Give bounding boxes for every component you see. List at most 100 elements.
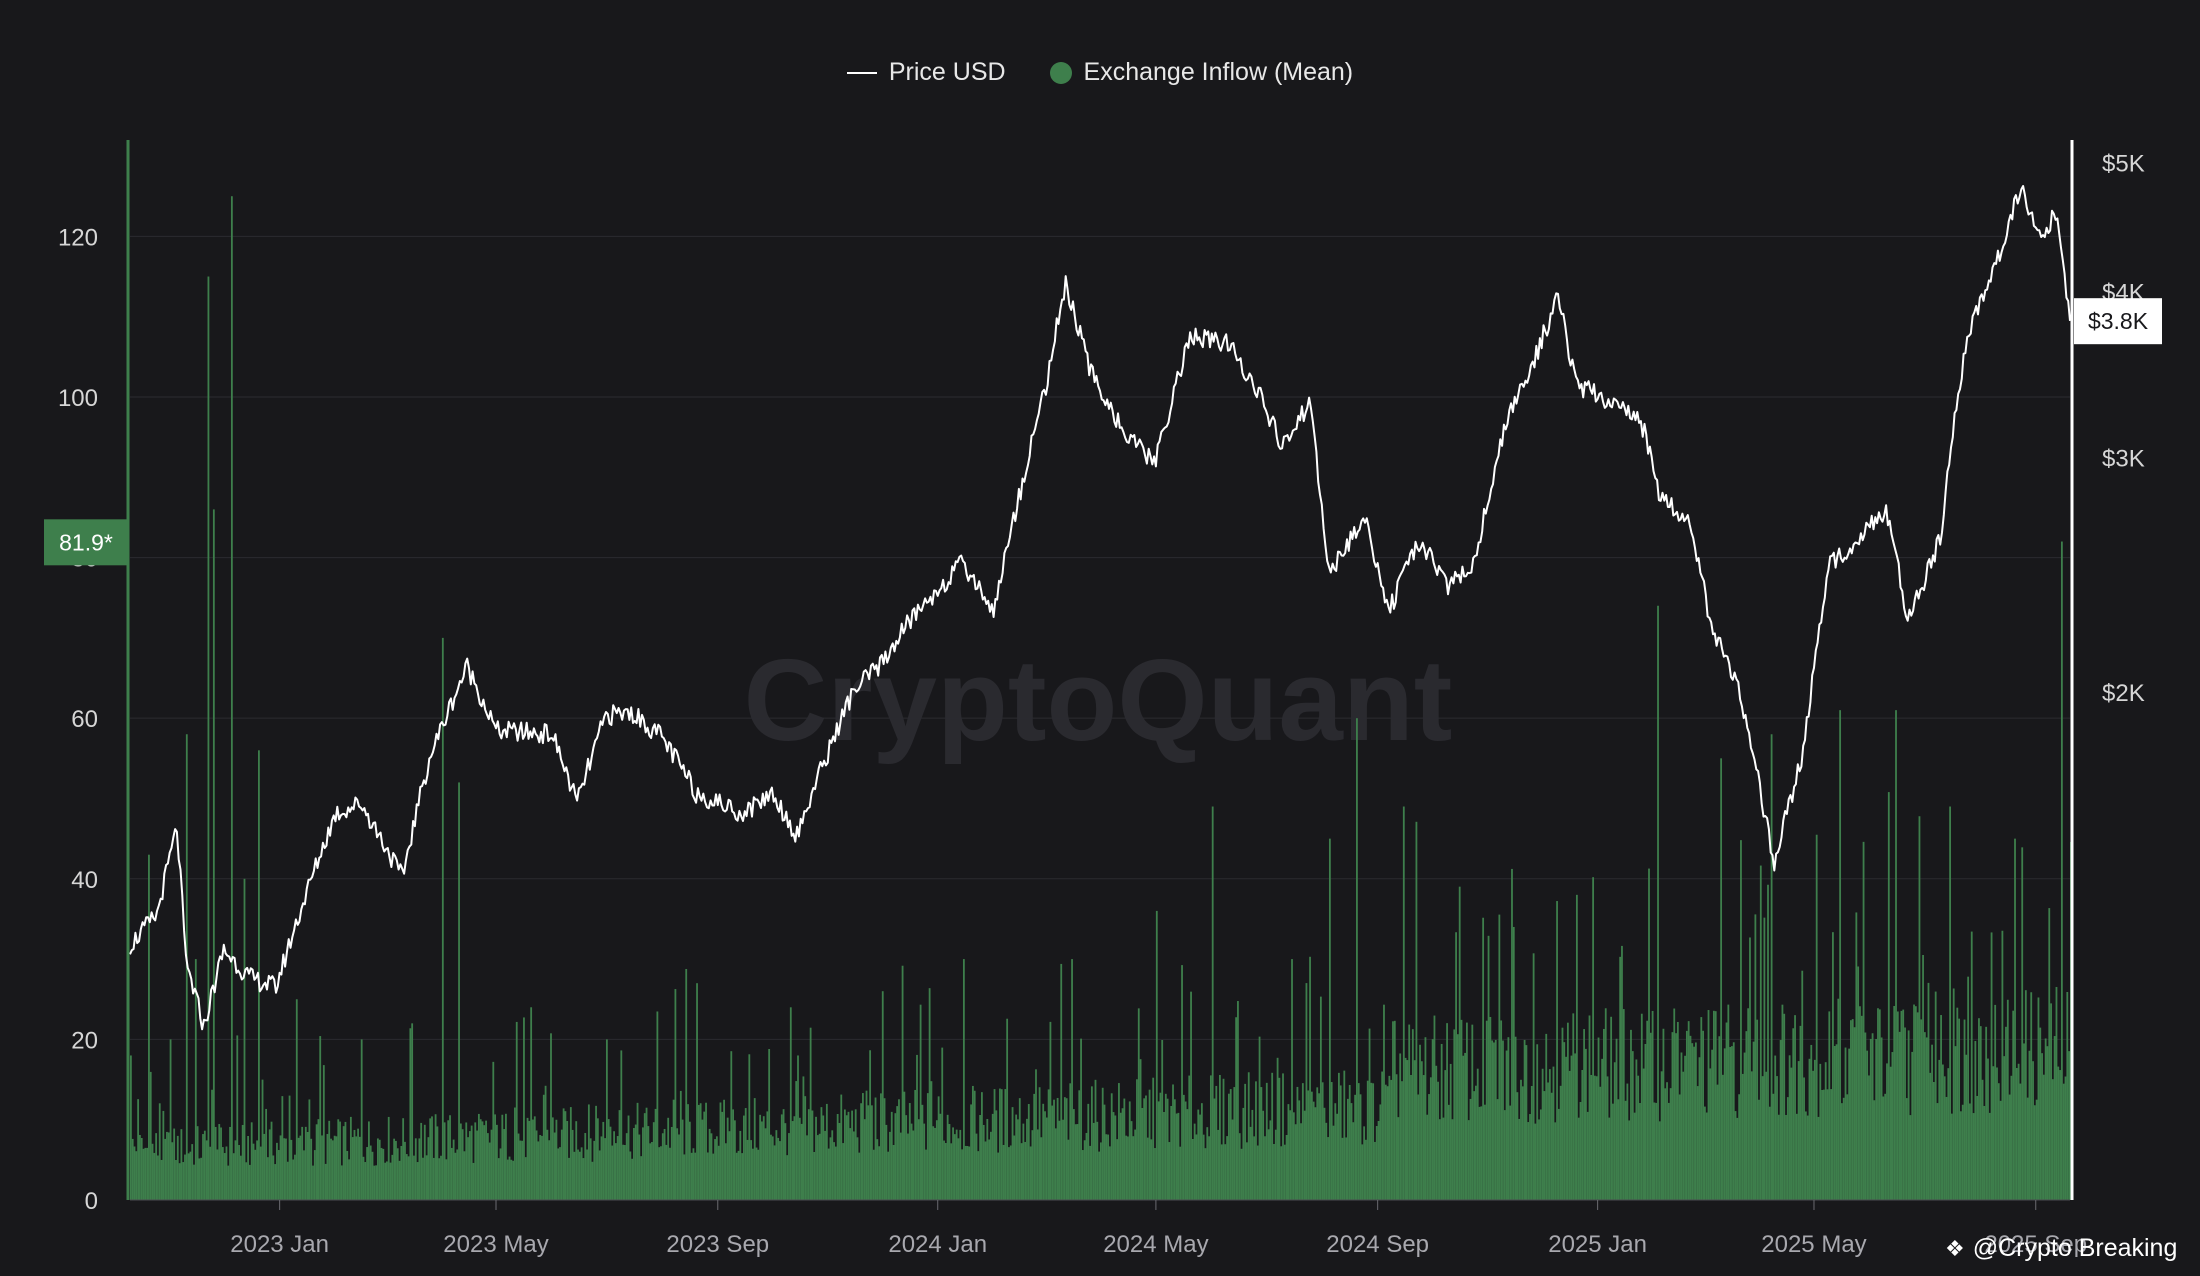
- inflow-bar: [1118, 1083, 1120, 1200]
- inflow-bar: [2050, 1003, 2052, 1200]
- legend-item-price[interactable]: Price USD: [846, 58, 1006, 87]
- inflow-bar: [1873, 1100, 1876, 1200]
- inflow-bar: [1094, 1079, 1097, 1200]
- inflow-bar: [1565, 1056, 1567, 1200]
- inflow-bar: [331, 1140, 334, 1200]
- inflow-bar: [1810, 1044, 1813, 1200]
- legend-item-inflow[interactable]: Exchange Inflow (Mean): [1049, 58, 1354, 87]
- inflow-bar: [1300, 1123, 1302, 1200]
- inflow-bar: [1832, 932, 1834, 1200]
- inflow-bar: [1392, 1021, 1394, 1200]
- inflow-bar: [869, 1050, 872, 1200]
- inflow-bar: [2005, 1026, 2007, 1200]
- inflow-bar: [1842, 1097, 1845, 1200]
- inflow-bar: [1383, 1004, 1385, 1200]
- inflow-bar: [935, 1120, 938, 1200]
- inflow-bar: [887, 1151, 890, 1200]
- inflow-bar: [333, 1135, 336, 1200]
- inflow-bar: [602, 1121, 605, 1200]
- inflow-bar: [515, 1021, 518, 1200]
- inflow-bar: [148, 854, 150, 1200]
- inflow-bar: [303, 1150, 305, 1200]
- inflow-bar: [589, 1138, 592, 1200]
- inflow-bar: [497, 1158, 500, 1200]
- inflow-bar: [1505, 1050, 1508, 1200]
- inflow-bar: [1063, 1097, 1066, 1200]
- inflow-bar: [1343, 1070, 1346, 1200]
- inflow-bar: [1875, 1038, 1878, 1200]
- legend-inflow-label: Exchange Inflow (Mean): [1083, 58, 1354, 86]
- inflow-bar: [1868, 1075, 1870, 1200]
- inflow-bar: [1781, 1004, 1784, 1200]
- inflow-bar: [622, 1144, 625, 1200]
- inflow-bar: [276, 1142, 278, 1200]
- inflow-bar: [1228, 1093, 1230, 1200]
- inflow-bar: [1112, 1112, 1115, 1200]
- inflow-bar: [710, 1133, 713, 1200]
- inflow-bar: [400, 1145, 403, 1200]
- inflow-bar: [1972, 1113, 1975, 1200]
- inflow-bar: [1132, 1136, 1135, 1200]
- inflow-bar: [1081, 1150, 1084, 1200]
- inflow-bar: [301, 1126, 304, 1200]
- inflow-bar: [802, 1076, 805, 1200]
- inflow-bar: [1456, 1034, 1459, 1200]
- inflow-bar: [1274, 1129, 1277, 1200]
- inflow-bar: [699, 1103, 702, 1200]
- inflow-bar: [1244, 1083, 1247, 1200]
- inflow-bar: [268, 1129, 271, 1200]
- inflow-bar: [660, 1146, 662, 1200]
- inflow-bar: [923, 1123, 926, 1200]
- inflow-bar: [328, 1120, 331, 1200]
- inflow-bar: [166, 1131, 168, 1200]
- inflow-bar: [263, 1133, 266, 1200]
- inflow-bar: [1965, 1054, 1968, 1200]
- inflow-bar: [1092, 1122, 1095, 1200]
- inflow-bar: [1534, 1123, 1537, 1200]
- inflow-bar: [449, 1115, 451, 1200]
- inflow-bar: [1767, 884, 1769, 1200]
- x-tick-label: 2023 Jan: [230, 1231, 329, 1258]
- inflow-bar: [404, 1141, 406, 1200]
- inflow-bar: [1264, 1136, 1266, 1200]
- inflow-bar: [1714, 1011, 1717, 1200]
- inflow-bar: [2014, 838, 2016, 1200]
- inflow-bar: [1199, 1114, 1201, 1200]
- inflow-bar: [321, 1135, 323, 1200]
- inflow-bar: [1850, 1020, 1852, 1200]
- inflow-bar: [357, 1128, 359, 1200]
- inflow-bar: [910, 1123, 913, 1200]
- inflow-bar: [488, 1142, 491, 1200]
- inflow-bar: [499, 1148, 502, 1200]
- inflow-bar: [1904, 1027, 1906, 1200]
- inflow-bar: [1635, 1059, 1638, 1200]
- inflow-bar: [717, 1145, 720, 1200]
- inflow-bar: [1150, 1139, 1153, 1200]
- inflow-bar: [512, 1160, 515, 1200]
- inflow-bar: [815, 1116, 817, 1200]
- inflow-bar: [559, 1147, 561, 1200]
- inflow-bar: [364, 1162, 367, 1200]
- inflow-bar: [959, 1129, 962, 1200]
- inflow-bar: [1797, 1061, 1800, 1200]
- inflow-bar: [1381, 1071, 1384, 1200]
- inflow-bar: [479, 1119, 482, 1200]
- inflow-bar: [155, 1133, 158, 1200]
- inflow-bar: [1085, 1132, 1088, 1200]
- inflow-bar: [1539, 1109, 1542, 1200]
- inflow-bar: [270, 1121, 273, 1200]
- inflow-bars: [130, 196, 2072, 1201]
- inflow-bar: [1157, 1101, 1160, 1200]
- inflow-bar: [892, 1145, 895, 1200]
- inflow-bar: [200, 1157, 203, 1200]
- inflow-bar: [1667, 1102, 1670, 1200]
- inflow-bar: [847, 1111, 850, 1200]
- inflow-bar: [2023, 1043, 2025, 1200]
- inflow-bar: [1841, 1103, 1843, 1200]
- inflow-bar: [1931, 1044, 1933, 1200]
- inflow-bar: [1896, 1011, 1899, 1200]
- inflow-bar: [265, 1108, 268, 1200]
- inflow-bar: [1579, 1102, 1582, 1200]
- inflow-bar: [1603, 1028, 1605, 1200]
- inflow-bar: [1047, 1089, 1050, 1200]
